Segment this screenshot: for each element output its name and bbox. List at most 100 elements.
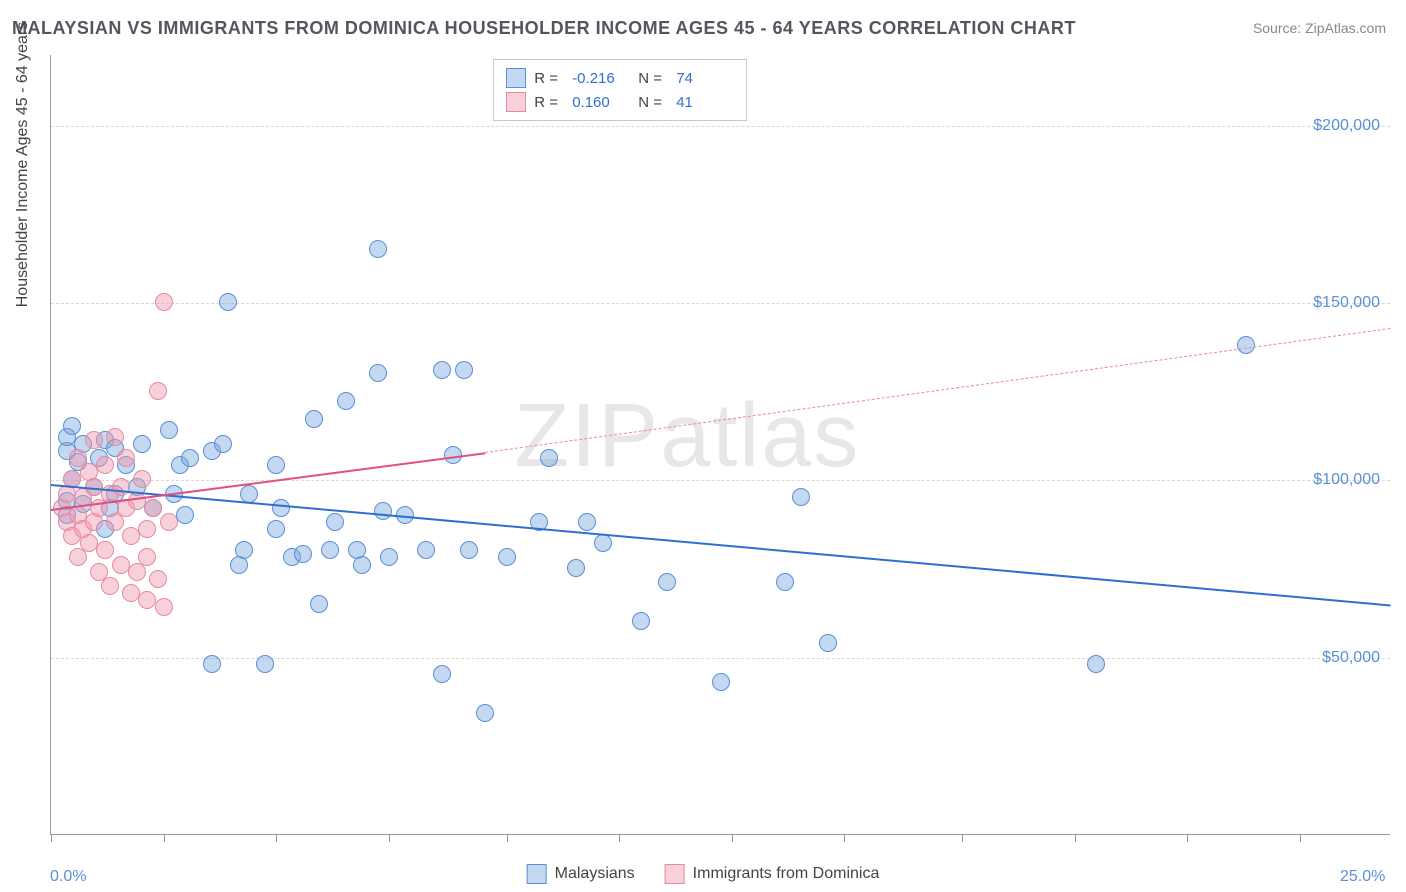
legend-r-value: -0.216	[572, 70, 630, 87]
data-point	[128, 563, 146, 581]
source-attribution: Source: ZipAtlas.com	[1253, 20, 1386, 36]
legend-stat-row: R =-0.216N =74	[506, 66, 734, 90]
data-point	[498, 548, 516, 566]
source-label: Source:	[1253, 20, 1301, 36]
gridline	[51, 126, 1390, 127]
data-point	[433, 665, 451, 683]
legend-swatch	[527, 864, 547, 884]
gridline	[51, 480, 1390, 481]
data-point	[353, 556, 371, 574]
data-point	[155, 293, 173, 311]
data-point	[155, 598, 173, 616]
data-point	[1087, 655, 1105, 673]
data-point	[203, 655, 221, 673]
data-point	[321, 541, 339, 559]
chart-title: MALAYSIAN VS IMMIGRANTS FROM DOMINICA HO…	[12, 18, 1076, 39]
x-axis-min-label: 0.0%	[50, 868, 86, 886]
trend-line	[485, 328, 1391, 453]
data-point	[632, 612, 650, 630]
data-point	[658, 573, 676, 591]
legend-correlation-box: R =-0.216N =74R =0.160N =41	[493, 59, 747, 121]
x-tick	[1300, 834, 1301, 842]
x-tick	[619, 834, 620, 842]
x-tick	[1187, 834, 1188, 842]
x-tick	[164, 834, 165, 842]
legend-r-value: 0.160	[572, 94, 630, 111]
legend-item: Immigrants from Dominica	[665, 864, 880, 884]
data-point	[63, 417, 81, 435]
data-point	[133, 470, 151, 488]
legend-n-value: 41	[676, 94, 734, 111]
data-point	[326, 513, 344, 531]
legend-label: Immigrants from Dominica	[693, 865, 880, 883]
legend-n-label: N =	[638, 94, 668, 111]
data-point	[594, 534, 612, 552]
data-point	[160, 421, 178, 439]
data-point	[235, 541, 253, 559]
y-axis-title: Householder Income Ages 45 - 64 years	[14, 22, 32, 308]
data-point	[96, 456, 114, 474]
data-point	[337, 392, 355, 410]
data-point	[540, 449, 558, 467]
plot-area: ZIPatlas R =-0.216N =74R =0.160N =41 $50…	[50, 55, 1390, 835]
data-point	[106, 428, 124, 446]
data-point	[256, 655, 274, 673]
data-point	[417, 541, 435, 559]
watermark: ZIPatlas	[514, 385, 860, 488]
data-point	[85, 431, 103, 449]
data-point	[138, 591, 156, 609]
data-point	[117, 449, 135, 467]
legend-item: Malaysians	[527, 864, 635, 884]
gridline	[51, 658, 1390, 659]
data-point	[1237, 336, 1255, 354]
legend-swatch	[665, 864, 685, 884]
data-point	[578, 513, 596, 531]
data-point	[272, 499, 290, 517]
data-point	[267, 520, 285, 538]
legend-label: Malaysians	[555, 865, 635, 883]
y-tick-label: $150,000	[1313, 294, 1380, 312]
data-point	[369, 364, 387, 382]
legend-swatch	[506, 68, 526, 88]
x-tick	[276, 834, 277, 842]
data-point	[138, 520, 156, 538]
legend-swatch	[506, 92, 526, 112]
data-point	[374, 502, 392, 520]
gridline	[51, 303, 1390, 304]
data-point	[792, 488, 810, 506]
data-point	[476, 704, 494, 722]
source-link[interactable]: ZipAtlas.com	[1305, 20, 1386, 36]
correlation-chart: MALAYSIAN VS IMMIGRANTS FROM DOMINICA HO…	[0, 0, 1406, 892]
data-point	[181, 449, 199, 467]
legend-r-label: R =	[534, 94, 564, 111]
data-point	[214, 435, 232, 453]
data-point	[310, 595, 328, 613]
x-tick	[1075, 834, 1076, 842]
data-point	[149, 382, 167, 400]
x-tick	[507, 834, 508, 842]
data-point	[712, 673, 730, 691]
data-point	[267, 456, 285, 474]
legend-r-label: R =	[534, 70, 564, 87]
x-tick	[389, 834, 390, 842]
data-point	[819, 634, 837, 652]
x-axis-max-label: 25.0%	[1340, 868, 1385, 886]
data-point	[369, 240, 387, 258]
data-point	[294, 545, 312, 563]
data-point	[133, 435, 151, 453]
legend-stat-row: R = 0.160 N = 41	[506, 90, 734, 114]
x-tick	[844, 834, 845, 842]
data-point	[776, 573, 794, 591]
legend-n-label: N =	[638, 70, 668, 87]
x-tick	[732, 834, 733, 842]
x-tick	[51, 834, 52, 842]
y-tick-label: $50,000	[1322, 649, 1380, 667]
data-point	[460, 541, 478, 559]
y-tick-label: $100,000	[1313, 471, 1380, 489]
data-point	[149, 570, 167, 588]
x-tick	[962, 834, 963, 842]
data-point	[144, 499, 162, 517]
data-point	[96, 541, 114, 559]
data-point	[160, 513, 178, 531]
data-point	[101, 577, 119, 595]
